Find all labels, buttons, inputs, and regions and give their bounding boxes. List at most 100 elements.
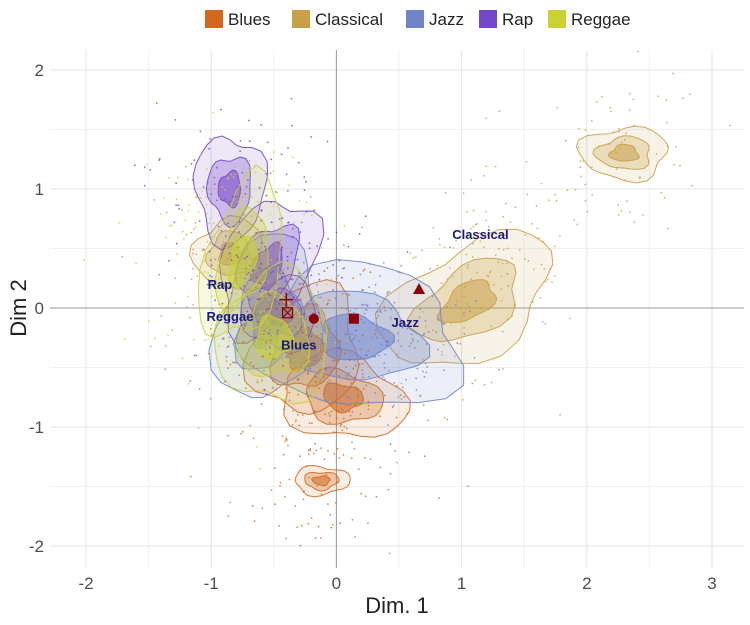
data-point: [351, 333, 353, 335]
data-point: [276, 329, 279, 332]
data-point: [233, 166, 236, 168]
data-point: [392, 404, 395, 407]
data-point: [232, 225, 235, 228]
data-point: [369, 271, 372, 274]
data-point: [261, 287, 264, 290]
data-point: [503, 234, 506, 237]
data-point: [514, 303, 516, 306]
data-point: [333, 453, 336, 455]
group-label-reggae: Reggae: [206, 309, 253, 324]
data-point: [573, 219, 576, 222]
data-point: [472, 242, 474, 245]
data-point: [346, 333, 348, 335]
data-point: [397, 396, 400, 399]
data-point: [250, 215, 253, 218]
data-point: [326, 267, 329, 269]
data-point: [401, 326, 404, 329]
data-point: [244, 243, 247, 246]
legend-label: Rap: [502, 10, 533, 29]
data-point: [337, 274, 340, 277]
data-point: [217, 187, 219, 190]
data-point: [188, 203, 191, 206]
points-blues: [189, 246, 470, 555]
data-point: [316, 325, 318, 328]
data-point: [301, 329, 304, 332]
data-point: [308, 326, 311, 329]
data-point: [446, 278, 449, 280]
data-point: [236, 185, 239, 188]
data-point: [325, 473, 328, 476]
data-point: [270, 489, 273, 491]
data-point: [255, 283, 258, 286]
data-point: [326, 140, 329, 143]
data-point: [207, 278, 210, 281]
data-point: [544, 322, 547, 325]
data-point: [163, 197, 166, 199]
data-point: [307, 453, 310, 456]
data-point: [213, 183, 216, 186]
data-point: [298, 424, 301, 427]
data-point: [269, 313, 272, 316]
data-point: [291, 329, 294, 332]
data-point: [364, 303, 367, 306]
data-point: [280, 220, 282, 223]
data-point: [190, 278, 193, 280]
data-point: [273, 285, 275, 288]
data-point: [218, 311, 221, 313]
data-point: [248, 140, 251, 143]
data-point: [193, 159, 196, 162]
data-point: [290, 301, 293, 304]
data-point: [206, 212, 209, 215]
points-classical: [121, 50, 731, 429]
data-point: [213, 330, 216, 333]
data-point: [281, 357, 283, 360]
mean-marker-reggae: [281, 307, 294, 319]
data-point: [338, 522, 341, 525]
data-point: [379, 310, 382, 313]
data-point: [155, 102, 158, 104]
data-point: [269, 304, 271, 306]
x-tick-label: -1: [204, 574, 219, 593]
data-point: [584, 183, 586, 186]
data-point: [266, 292, 269, 295]
data-point: [397, 332, 399, 334]
data-point: [566, 189, 569, 192]
data-point: [321, 376, 324, 379]
data-point: [324, 413, 327, 416]
data-point: [153, 199, 156, 201]
data-point: [303, 490, 305, 493]
data-point: [559, 235, 561, 238]
data-point: [400, 345, 403, 348]
data-point: [260, 231, 263, 233]
data-point: [328, 421, 331, 424]
data-point: [281, 217, 284, 220]
group-label-blues: Blues: [281, 338, 316, 353]
data-point: [595, 101, 598, 103]
data-point: [149, 169, 152, 171]
data-point: [298, 200, 301, 202]
x-tick-label: 2: [582, 574, 591, 593]
data-point: [352, 367, 355, 370]
data-point: [158, 159, 161, 162]
data-point: [291, 124, 293, 127]
data-point: [280, 324, 282, 327]
data-point: [249, 279, 252, 282]
data-point: [320, 378, 322, 381]
data-point: [245, 225, 248, 227]
data-point: [244, 314, 247, 316]
data-point: [145, 163, 148, 166]
data-point: [341, 429, 344, 432]
data-point: [375, 317, 378, 320]
data-point: [597, 145, 600, 148]
data-point: [235, 254, 238, 257]
data-point: [297, 161, 300, 164]
data-point: [208, 147, 211, 150]
data-point: [382, 262, 385, 264]
data-point: [313, 329, 316, 332]
data-point: [395, 353, 398, 356]
data-point: [229, 363, 232, 366]
data-point: [197, 427, 200, 429]
data-point: [361, 369, 363, 372]
data-point: [514, 206, 517, 209]
y-tick-label: 1: [35, 180, 44, 199]
